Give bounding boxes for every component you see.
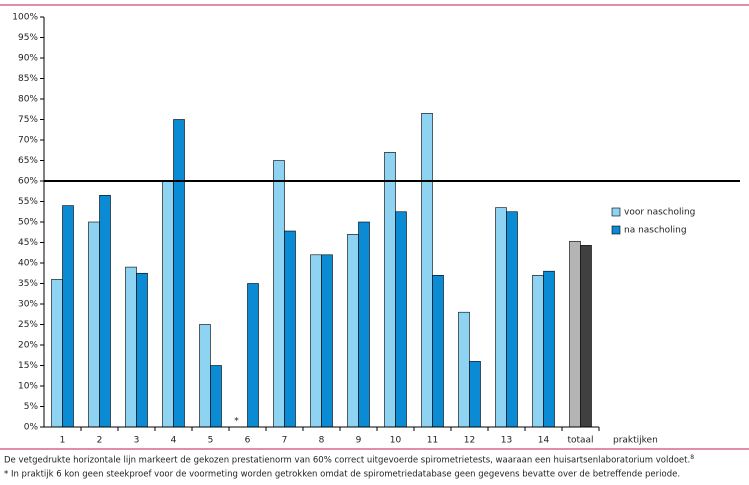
bar <box>173 119 185 428</box>
x-tick-label: 6 <box>245 436 251 446</box>
bar <box>199 324 211 428</box>
y-tick-label: 35% <box>18 279 38 289</box>
bar <box>421 113 433 428</box>
annotation: * <box>234 417 239 427</box>
bar <box>247 283 259 428</box>
bar <box>88 221 100 428</box>
bar <box>125 266 137 428</box>
y-tick-label: 55% <box>18 197 38 207</box>
legend-label: voor nascholing <box>624 208 695 218</box>
bar <box>580 245 592 428</box>
bar <box>469 361 481 428</box>
y-tick-label: 70% <box>18 136 38 146</box>
x-tick-label: 3 <box>134 436 140 446</box>
legend-swatch <box>611 225 621 235</box>
bar <box>495 207 507 428</box>
y-tick-label: 45% <box>18 238 38 248</box>
y-tick-label: 40% <box>18 259 38 269</box>
x-tick-label: 10 <box>390 436 402 446</box>
footnote: * In praktijk 6 kon geen steekproef voor… <box>4 470 680 480</box>
bar <box>458 311 470 428</box>
y-tick-label: 95% <box>18 33 38 43</box>
bar <box>210 365 222 428</box>
bar <box>395 211 407 428</box>
bar <box>321 254 333 428</box>
y-tick-label: 25% <box>18 320 38 330</box>
y-tick-label: 0% <box>24 423 39 433</box>
x-tick-label: 9 <box>356 436 362 446</box>
bar <box>162 180 174 428</box>
bar <box>358 221 370 428</box>
x-tick-label: 5 <box>208 436 214 446</box>
y-tick-label: 10% <box>18 382 38 392</box>
y-tick-label: 15% <box>18 361 38 371</box>
x-tick-label: 2 <box>97 436 103 446</box>
x-tick-label: 8 <box>319 436 325 446</box>
bar <box>432 274 444 428</box>
bar <box>569 240 581 428</box>
x-tick-label: 14 <box>538 436 550 446</box>
bar <box>543 270 555 428</box>
bar <box>136 272 148 428</box>
bar <box>62 205 74 428</box>
footnote: De vetgedrukte horizontale lijn markeert… <box>4 454 694 466</box>
y-tick-label: 50% <box>18 218 38 228</box>
x-tick-label: 11 <box>427 436 438 446</box>
y-tick-label: 5% <box>24 402 39 412</box>
bar <box>99 195 111 428</box>
x-tick-label: 7 <box>282 436 288 446</box>
y-tick-label: 80% <box>18 95 38 105</box>
bar <box>347 234 359 428</box>
bar <box>310 254 322 428</box>
x-tick-label: totaal <box>567 436 593 446</box>
legend-swatch <box>611 207 621 217</box>
x-tick-label: 1 <box>60 436 66 446</box>
y-tick-label: 85% <box>18 74 38 84</box>
x-tick-label: 13 <box>501 436 512 446</box>
bar <box>51 279 63 428</box>
bar <box>273 160 285 428</box>
legend-label: na nascholing <box>624 226 687 236</box>
y-tick-label: 90% <box>18 54 38 64</box>
y-tick-label: 60% <box>18 177 38 187</box>
bar <box>532 274 544 428</box>
y-tick-label: 100% <box>12 13 38 23</box>
x-tick-label: 4 <box>171 436 177 446</box>
bar <box>384 152 396 428</box>
footnote-ref: 8 <box>690 454 694 461</box>
y-tick-label: 65% <box>18 156 38 166</box>
bar <box>284 230 296 428</box>
y-tick-label: 75% <box>18 115 38 125</box>
x-tick-label: 12 <box>464 436 475 446</box>
x-axis-label: praktijken <box>613 436 658 446</box>
y-tick-label: 20% <box>18 341 38 351</box>
bar <box>506 211 518 428</box>
y-tick-label: 30% <box>18 300 38 310</box>
